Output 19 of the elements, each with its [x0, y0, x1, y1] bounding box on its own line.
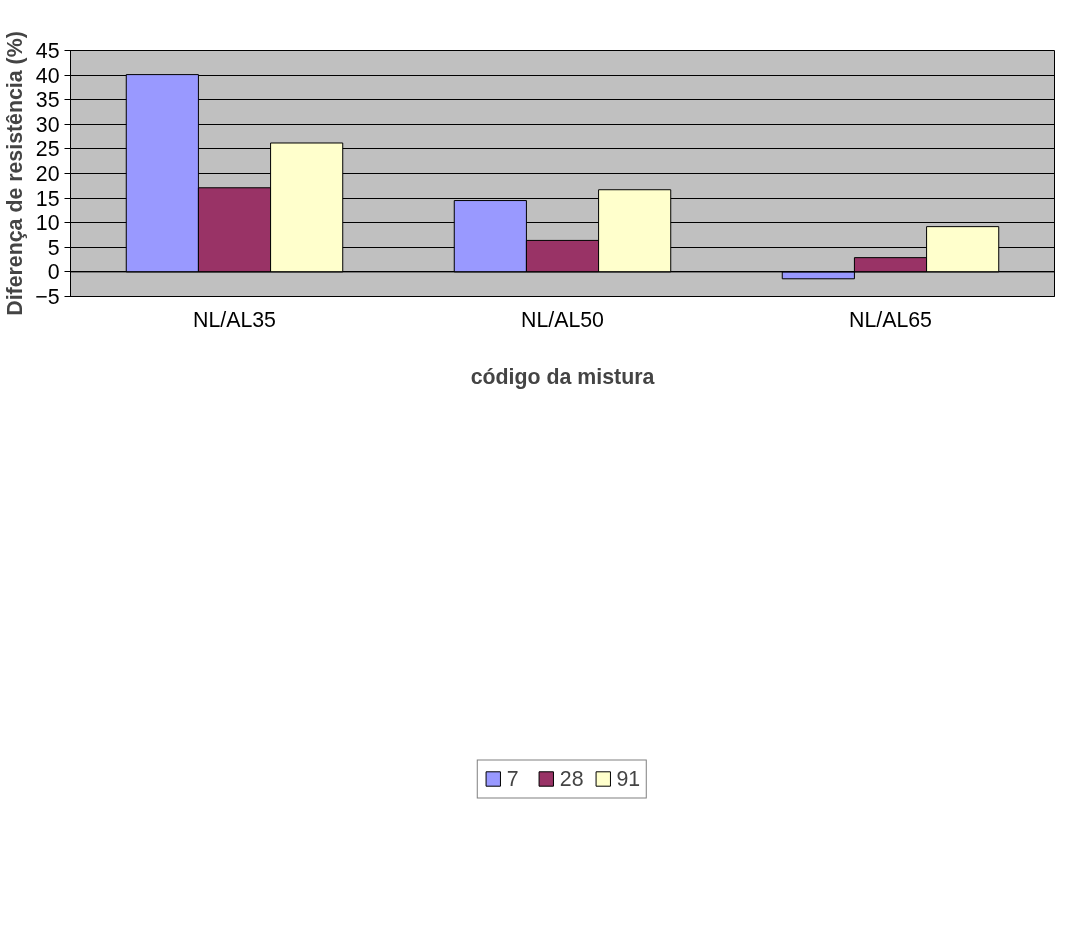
x-axis-title: código da mistura	[470, 364, 655, 389]
x-tick-label: NL/AL65	[849, 307, 933, 332]
legend-label: 91	[616, 766, 641, 792]
x-tick-label: NL/AL50	[521, 307, 605, 332]
y-tick-label: 20	[35, 162, 60, 186]
y-tick-label: 45	[35, 39, 60, 63]
legend-label: 7	[506, 766, 520, 792]
y-axis-title: Diferença de resistência (%)	[3, 31, 28, 316]
y-tick-label: 5	[47, 235, 60, 260]
y-tick-label: 10	[35, 211, 60, 236]
x-tick-label: NL/AL35	[193, 307, 277, 332]
y-tick-label: 15	[35, 186, 60, 211]
legend-label: 28	[559, 766, 584, 792]
y-tick-label: 40	[35, 63, 60, 88]
y-tick-label: 35	[35, 88, 60, 113]
y-tick-label: 30	[35, 112, 60, 137]
y-tick-label: 25	[35, 137, 60, 162]
y-tick-label: −5	[35, 285, 60, 309]
y-tick-label: 0	[47, 260, 60, 285]
